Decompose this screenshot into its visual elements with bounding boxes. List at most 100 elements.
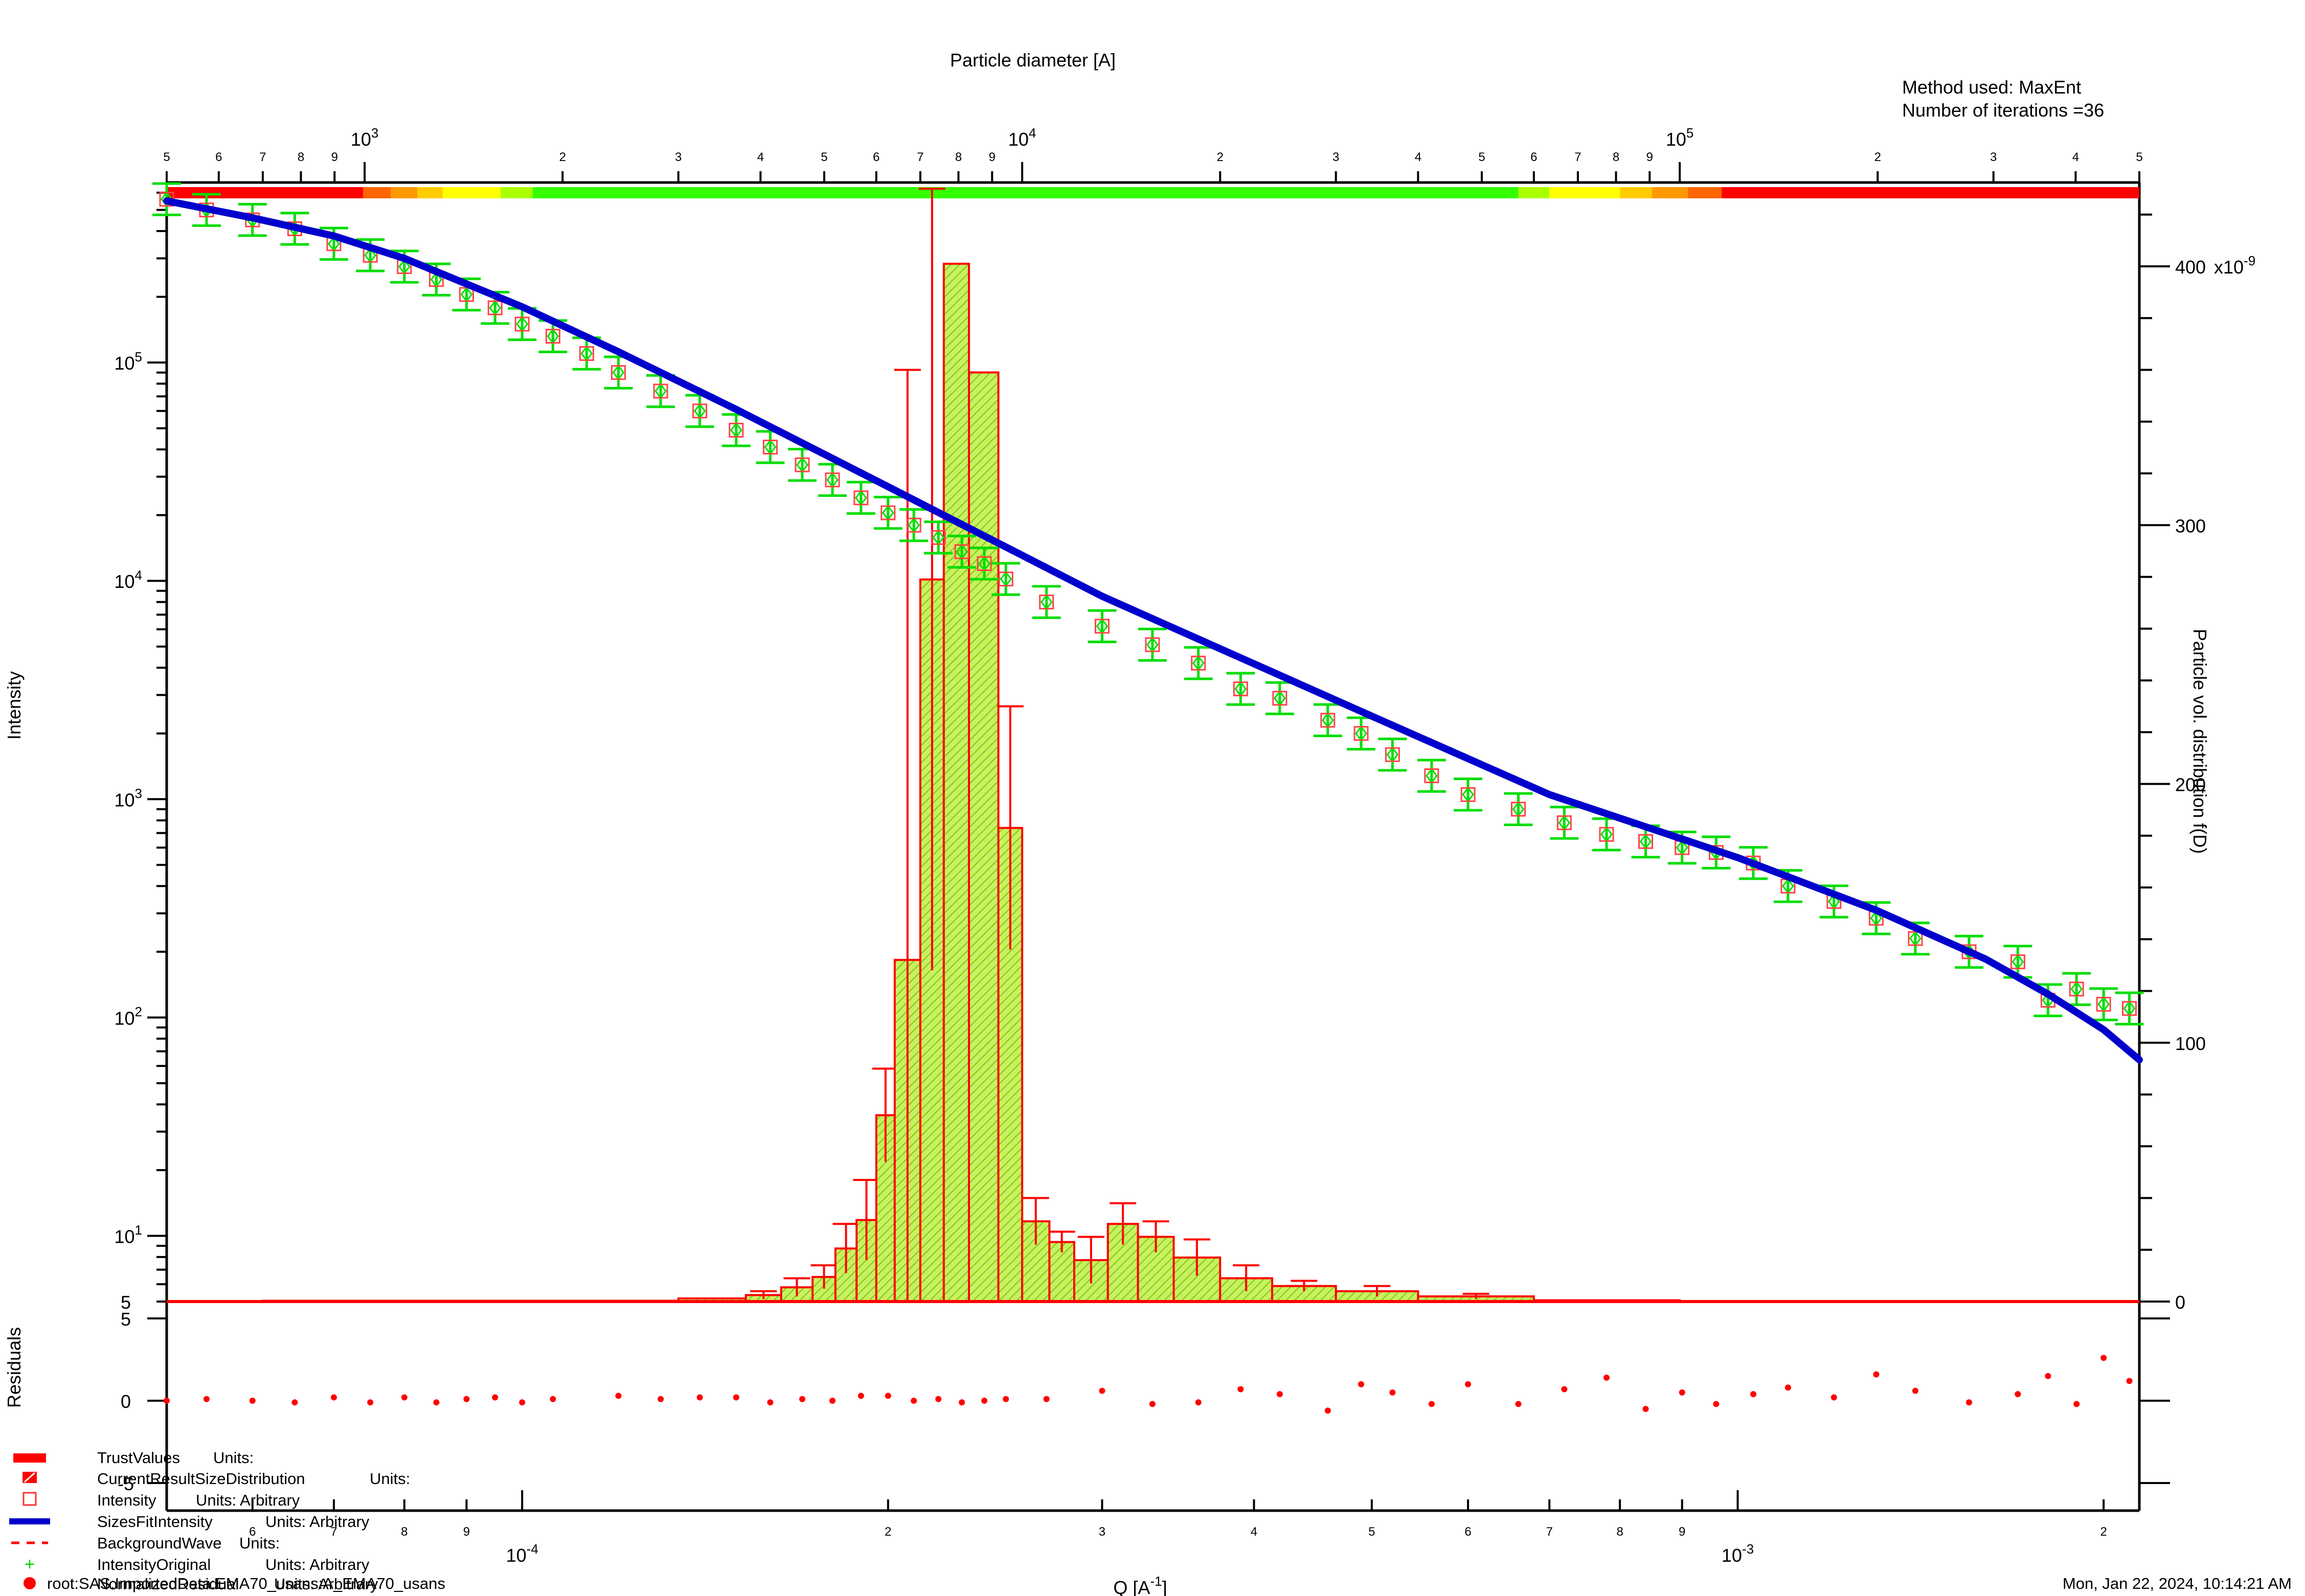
residual-point bbox=[1043, 1396, 1050, 1402]
top-axis-minor-label: 3 bbox=[1990, 150, 1997, 164]
data-point-intensity bbox=[1908, 931, 1923, 946]
legend: TrustValues Units: CurrentResultSizeDistri… bbox=[9, 1449, 410, 1593]
legend-symbol-hatch-line bbox=[24, 1472, 36, 1483]
iterations-text: Number of iterations =36 bbox=[1902, 100, 2104, 121]
bottom-axis-minor-label: 9 bbox=[463, 1525, 470, 1539]
top-axis-minor-label: 2 bbox=[1874, 150, 1881, 164]
top-axis-minor-label: 7 bbox=[1574, 150, 1581, 164]
trust-band-segment bbox=[417, 187, 443, 198]
residual-point bbox=[959, 1399, 965, 1406]
legend-item: + IntensityOriginal Units: Arbitrary bbox=[25, 1555, 370, 1574]
data-point-intensity bbox=[729, 422, 744, 438]
right-axis-label: 200 bbox=[2175, 774, 2206, 795]
legend-item: CurrentResultSizeDistribution Units: bbox=[22, 1470, 410, 1488]
data-point-intensity bbox=[2122, 1001, 2137, 1016]
legend-symbol-plus: + bbox=[25, 1555, 35, 1574]
right-axis-label: 0 bbox=[2175, 1292, 2185, 1313]
data-point-intensity bbox=[1191, 655, 1206, 671]
bottom-axis-title-close: ] bbox=[1162, 1577, 1167, 1596]
data-point-intensity bbox=[977, 556, 992, 571]
data-point-intensity bbox=[2069, 982, 2084, 997]
trust-band-segment bbox=[1518, 187, 1550, 198]
left-axis-label: 102 bbox=[114, 1004, 142, 1029]
top-axis-minor-label: 7 bbox=[259, 150, 266, 164]
data-point-intensity bbox=[906, 517, 921, 533]
data-point-intensity bbox=[611, 365, 626, 380]
trust-band-segment bbox=[167, 187, 364, 198]
legend-units: Units: bbox=[370, 1470, 410, 1488]
left-axis-title: Intensity bbox=[4, 671, 25, 740]
residual-axis-title: Residuals bbox=[4, 1327, 25, 1408]
top-axis-minor-label: 9 bbox=[1646, 150, 1653, 164]
top-axis-minor-label: 5 bbox=[163, 150, 170, 164]
residual-point bbox=[203, 1396, 210, 1402]
bottom-axis-decade-label: 10-4 bbox=[506, 1541, 538, 1566]
data-point-intensity bbox=[1320, 713, 1336, 728]
left-axis-label-5: 5 bbox=[121, 1292, 131, 1313]
data-point-intensity bbox=[514, 316, 530, 332]
top-axis-minor-label: 6 bbox=[1530, 150, 1537, 164]
data-point-intensity bbox=[1353, 726, 1369, 741]
trust-band-segment bbox=[442, 187, 501, 198]
data-point-intensity bbox=[1599, 827, 1614, 842]
top-axis-minor-label: 3 bbox=[1332, 150, 1339, 164]
residual-point bbox=[1713, 1401, 1720, 1407]
legend-item: TrustValues Units: bbox=[13, 1449, 254, 1467]
bottom-axis-minor-label: 4 bbox=[1251, 1525, 1257, 1539]
residual-point bbox=[1912, 1387, 1918, 1394]
residual-point bbox=[1428, 1401, 1435, 1407]
legend-units: Units: bbox=[239, 1534, 280, 1552]
legend-symbol-bar bbox=[13, 1453, 46, 1463]
legend-units: Units: Arbitrary bbox=[265, 1513, 370, 1531]
plot-layer: 5 6 7 8 9 103 2 3 4 5 6 7 8 9 104 2 3 4 5 6 7 8 9 105 2 3 4 5 6 7 8 9 10… bbox=[114, 125, 2255, 1566]
top-axis-decade-label: 105 bbox=[1666, 125, 1694, 150]
residual-point bbox=[519, 1399, 526, 1406]
legend-symbol-dot bbox=[24, 1577, 36, 1589]
residual-point bbox=[463, 1396, 470, 1402]
trust-band-segment bbox=[391, 187, 418, 198]
residual-point bbox=[330, 1394, 337, 1401]
left-axis-label: 103 bbox=[114, 786, 142, 810]
data-point-intensity bbox=[1233, 681, 1248, 697]
residual-point bbox=[1237, 1386, 1244, 1393]
residual-point bbox=[1965, 1399, 1972, 1406]
right-axis-unit: x10-9 bbox=[2214, 253, 2255, 278]
residual-point bbox=[550, 1396, 556, 1402]
data-point-intensity bbox=[998, 572, 1013, 587]
data-point-intensity bbox=[459, 287, 474, 302]
bottom-axis-minor-label: 5 bbox=[1368, 1525, 1375, 1539]
top-axis-minor-label: 2 bbox=[559, 150, 566, 164]
legend-units: Units: Arbitrary bbox=[265, 1556, 370, 1574]
residual-point bbox=[1603, 1374, 1610, 1381]
data-point-intensity bbox=[1460, 787, 1476, 802]
method-text: Method used: MaxEnt bbox=[1902, 77, 2081, 98]
residual-point bbox=[911, 1398, 917, 1404]
data-point-intensity bbox=[1556, 815, 1572, 830]
distribution-bar bbox=[942, 262, 970, 1303]
residual-point bbox=[2073, 1401, 2080, 1407]
trust-band-segment bbox=[1688, 187, 1722, 198]
residual-point bbox=[857, 1393, 864, 1399]
top-axis-minor-label: 5 bbox=[2136, 150, 2142, 164]
bottom-axis-minor-label: 7 bbox=[330, 1525, 337, 1539]
top-axis-minor-label: 3 bbox=[675, 150, 682, 164]
top-axis-minor-label: 5 bbox=[1478, 150, 1485, 164]
top-axis-minor-label: 4 bbox=[2072, 150, 2079, 164]
data-point-intensity bbox=[1272, 691, 1287, 706]
legend-symbol-line bbox=[9, 1518, 50, 1524]
top-axis-minor-label: 6 bbox=[215, 150, 222, 164]
bottom-axis-title-exp: -1 bbox=[1150, 1574, 1162, 1589]
top-axis-minor-label: 6 bbox=[873, 150, 879, 164]
legend-units: Units: Arbitrary bbox=[274, 1575, 378, 1593]
legend-units: Units: Arbitrary bbox=[196, 1491, 300, 1509]
footer-path: root:SAS:ImportedData:EMA70_usans:A_EMA7… bbox=[47, 1575, 445, 1592]
data-point-intensity bbox=[931, 530, 946, 545]
residual-point bbox=[492, 1394, 499, 1401]
data-point-intensity bbox=[1511, 802, 1526, 817]
legend-name: IntensityOriginal bbox=[97, 1556, 211, 1574]
top-axis-decade-label: 104 bbox=[1008, 125, 1036, 150]
residual-point bbox=[885, 1393, 891, 1399]
data-point-intensity bbox=[1385, 747, 1400, 762]
residual-point bbox=[1003, 1396, 1009, 1402]
residual-point bbox=[658, 1396, 664, 1402]
